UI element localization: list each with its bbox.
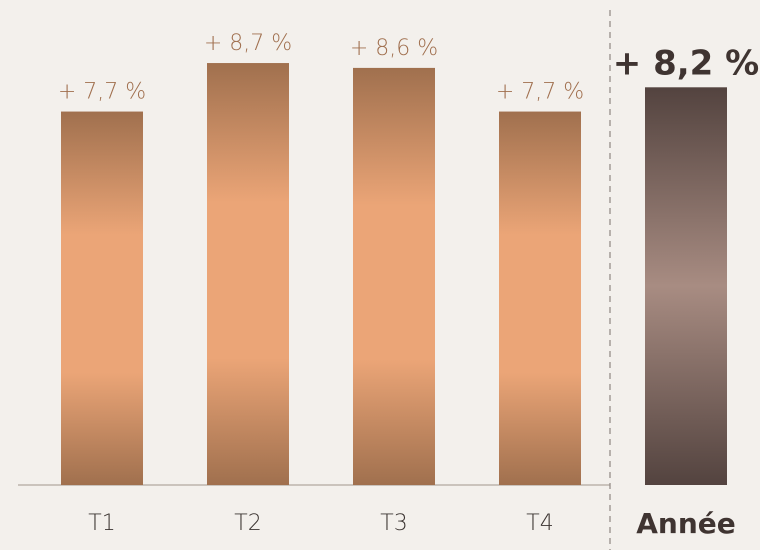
bar-t3 [353, 67, 435, 486]
tick-label-t2: T2 [234, 511, 261, 536]
data-label-t4: + 7,7 % [496, 80, 584, 105]
bar-t2 [207, 63, 289, 486]
tick-label-t4: T4 [526, 511, 553, 536]
data-label-t3: + 8,6 % [350, 36, 438, 61]
data-label-total: + 8,2 % [613, 43, 759, 83]
tick-label-t3: T3 [380, 511, 407, 536]
data-label-t2: + 8,7 % [204, 31, 292, 56]
tick-label-total: Année [636, 507, 736, 540]
bar-t1 [61, 111, 143, 486]
data-label-t1: + 7,7 % [58, 80, 146, 105]
bar-total [645, 87, 727, 486]
bar-t4 [499, 111, 581, 486]
tick-label-t1: T1 [88, 511, 115, 536]
